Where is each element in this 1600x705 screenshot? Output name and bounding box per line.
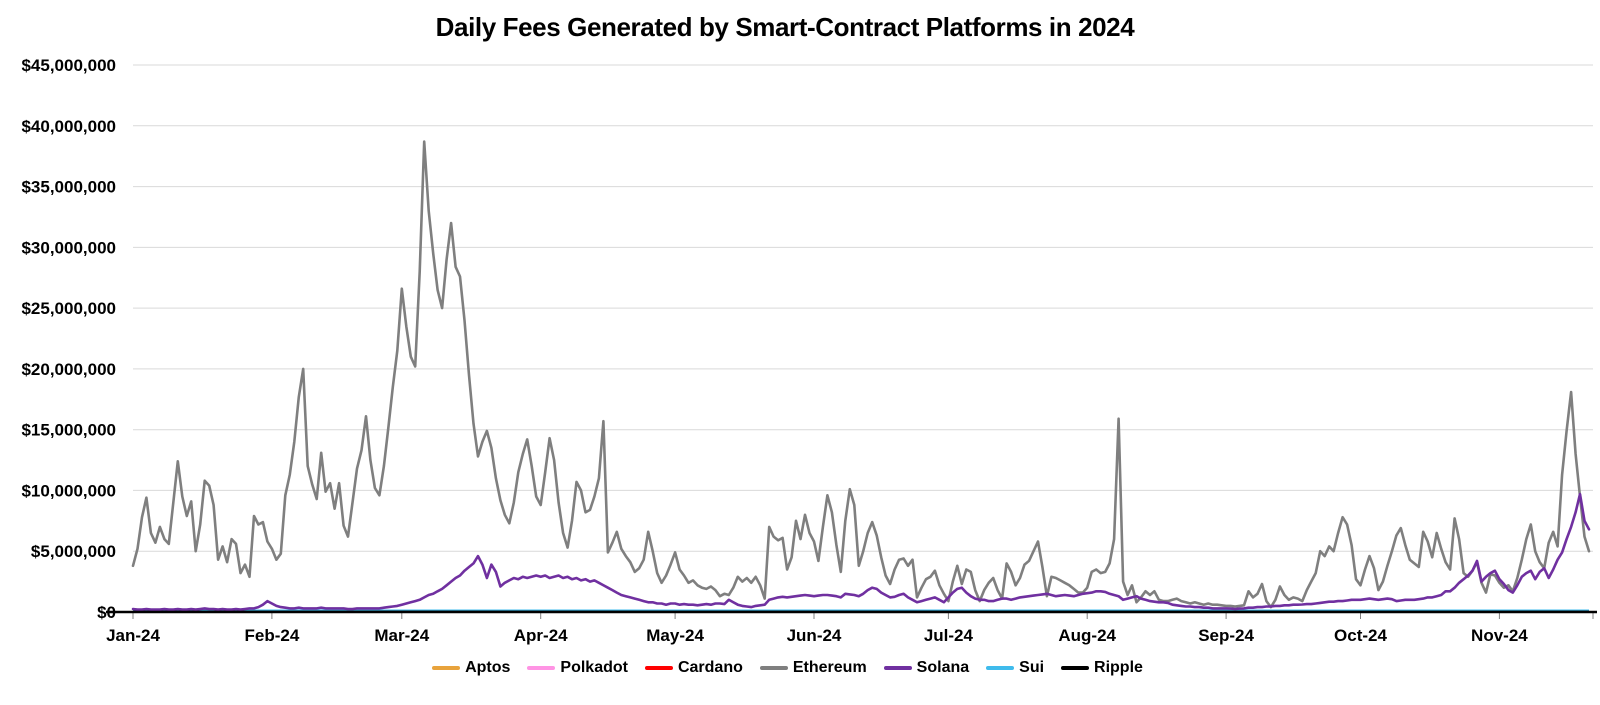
legend-item-aptos: Aptos <box>432 659 510 677</box>
legend-item-solana: Solana <box>883 659 970 677</box>
legend-line-swatch-icon <box>644 666 673 670</box>
legend-item-sui: Sui <box>986 659 1044 677</box>
y-axis-tick-label: $35,000,000 <box>21 178 116 197</box>
legend-line-swatch-icon <box>432 666 461 670</box>
chart-title: Daily Fees Generated by Smart-Contract P… <box>435 12 1135 42</box>
x-axis-tick-label: Oct-24 <box>1334 626 1387 645</box>
x-axis-tick-label: Jun-24 <box>787 626 842 645</box>
y-axis-tick-label: $10,000,000 <box>21 481 116 500</box>
x-axis-tick-label: May-24 <box>646 626 704 645</box>
x-axis-tick-label: Nov-24 <box>1471 626 1528 645</box>
legend-item-ethereum: Ethereum <box>759 659 867 677</box>
x-axis-tick-label: Aug-24 <box>1058 626 1116 645</box>
legend-line-swatch-icon <box>527 666 556 670</box>
y-axis-tick-label: $5,000,000 <box>31 542 116 561</box>
y-axis-tick-label: $45,000,000 <box>21 56 116 75</box>
y-axis-tick-label: $20,000,000 <box>21 360 116 379</box>
x-axis-tick-label: Sep-24 <box>1198 626 1254 645</box>
legend-line-swatch-icon <box>986 666 1015 670</box>
legend-line-swatch-icon <box>1061 666 1090 670</box>
legend-line-swatch-icon <box>759 666 788 670</box>
legend-item-cardano: Cardano <box>644 659 743 677</box>
x-axis-tick-label: Jul-24 <box>924 626 974 645</box>
legend-label: Polkadot <box>560 659 628 676</box>
x-axis-tick-label: Apr-24 <box>514 626 568 645</box>
legend-label: Solana <box>916 659 970 676</box>
legend-label: Ethereum <box>792 659 867 676</box>
legend-line-swatch-icon <box>883 666 912 670</box>
y-axis-tick-label: $25,000,000 <box>21 299 116 318</box>
legend-label: Cardano <box>677 659 743 676</box>
series-line-solana <box>131 492 1591 611</box>
x-axis-tick-label: Mar-24 <box>374 626 429 645</box>
x-axis-tick-label: Jan-24 <box>106 626 160 645</box>
legend: Aptos Polkadot Cardano Ethereum Solana Sui Rip… <box>0 659 1575 677</box>
legend-label: Sui <box>1019 659 1045 676</box>
legend-item-polkadot: Polkadot <box>527 659 628 677</box>
y-axis-tick-label: $40,000,000 <box>21 117 116 136</box>
series-line-ethereum <box>131 140 1591 609</box>
legend-label: Ripple <box>1094 659 1143 676</box>
y-axis-tick-label: $30,000,000 <box>21 238 116 257</box>
legend-item-ripple: Ripple <box>1061 659 1143 677</box>
x-axis-tick-label: Feb-24 <box>245 626 300 645</box>
legend-label: Aptos <box>465 659 511 676</box>
y-axis-tick-label: $15,000,000 <box>21 421 116 440</box>
